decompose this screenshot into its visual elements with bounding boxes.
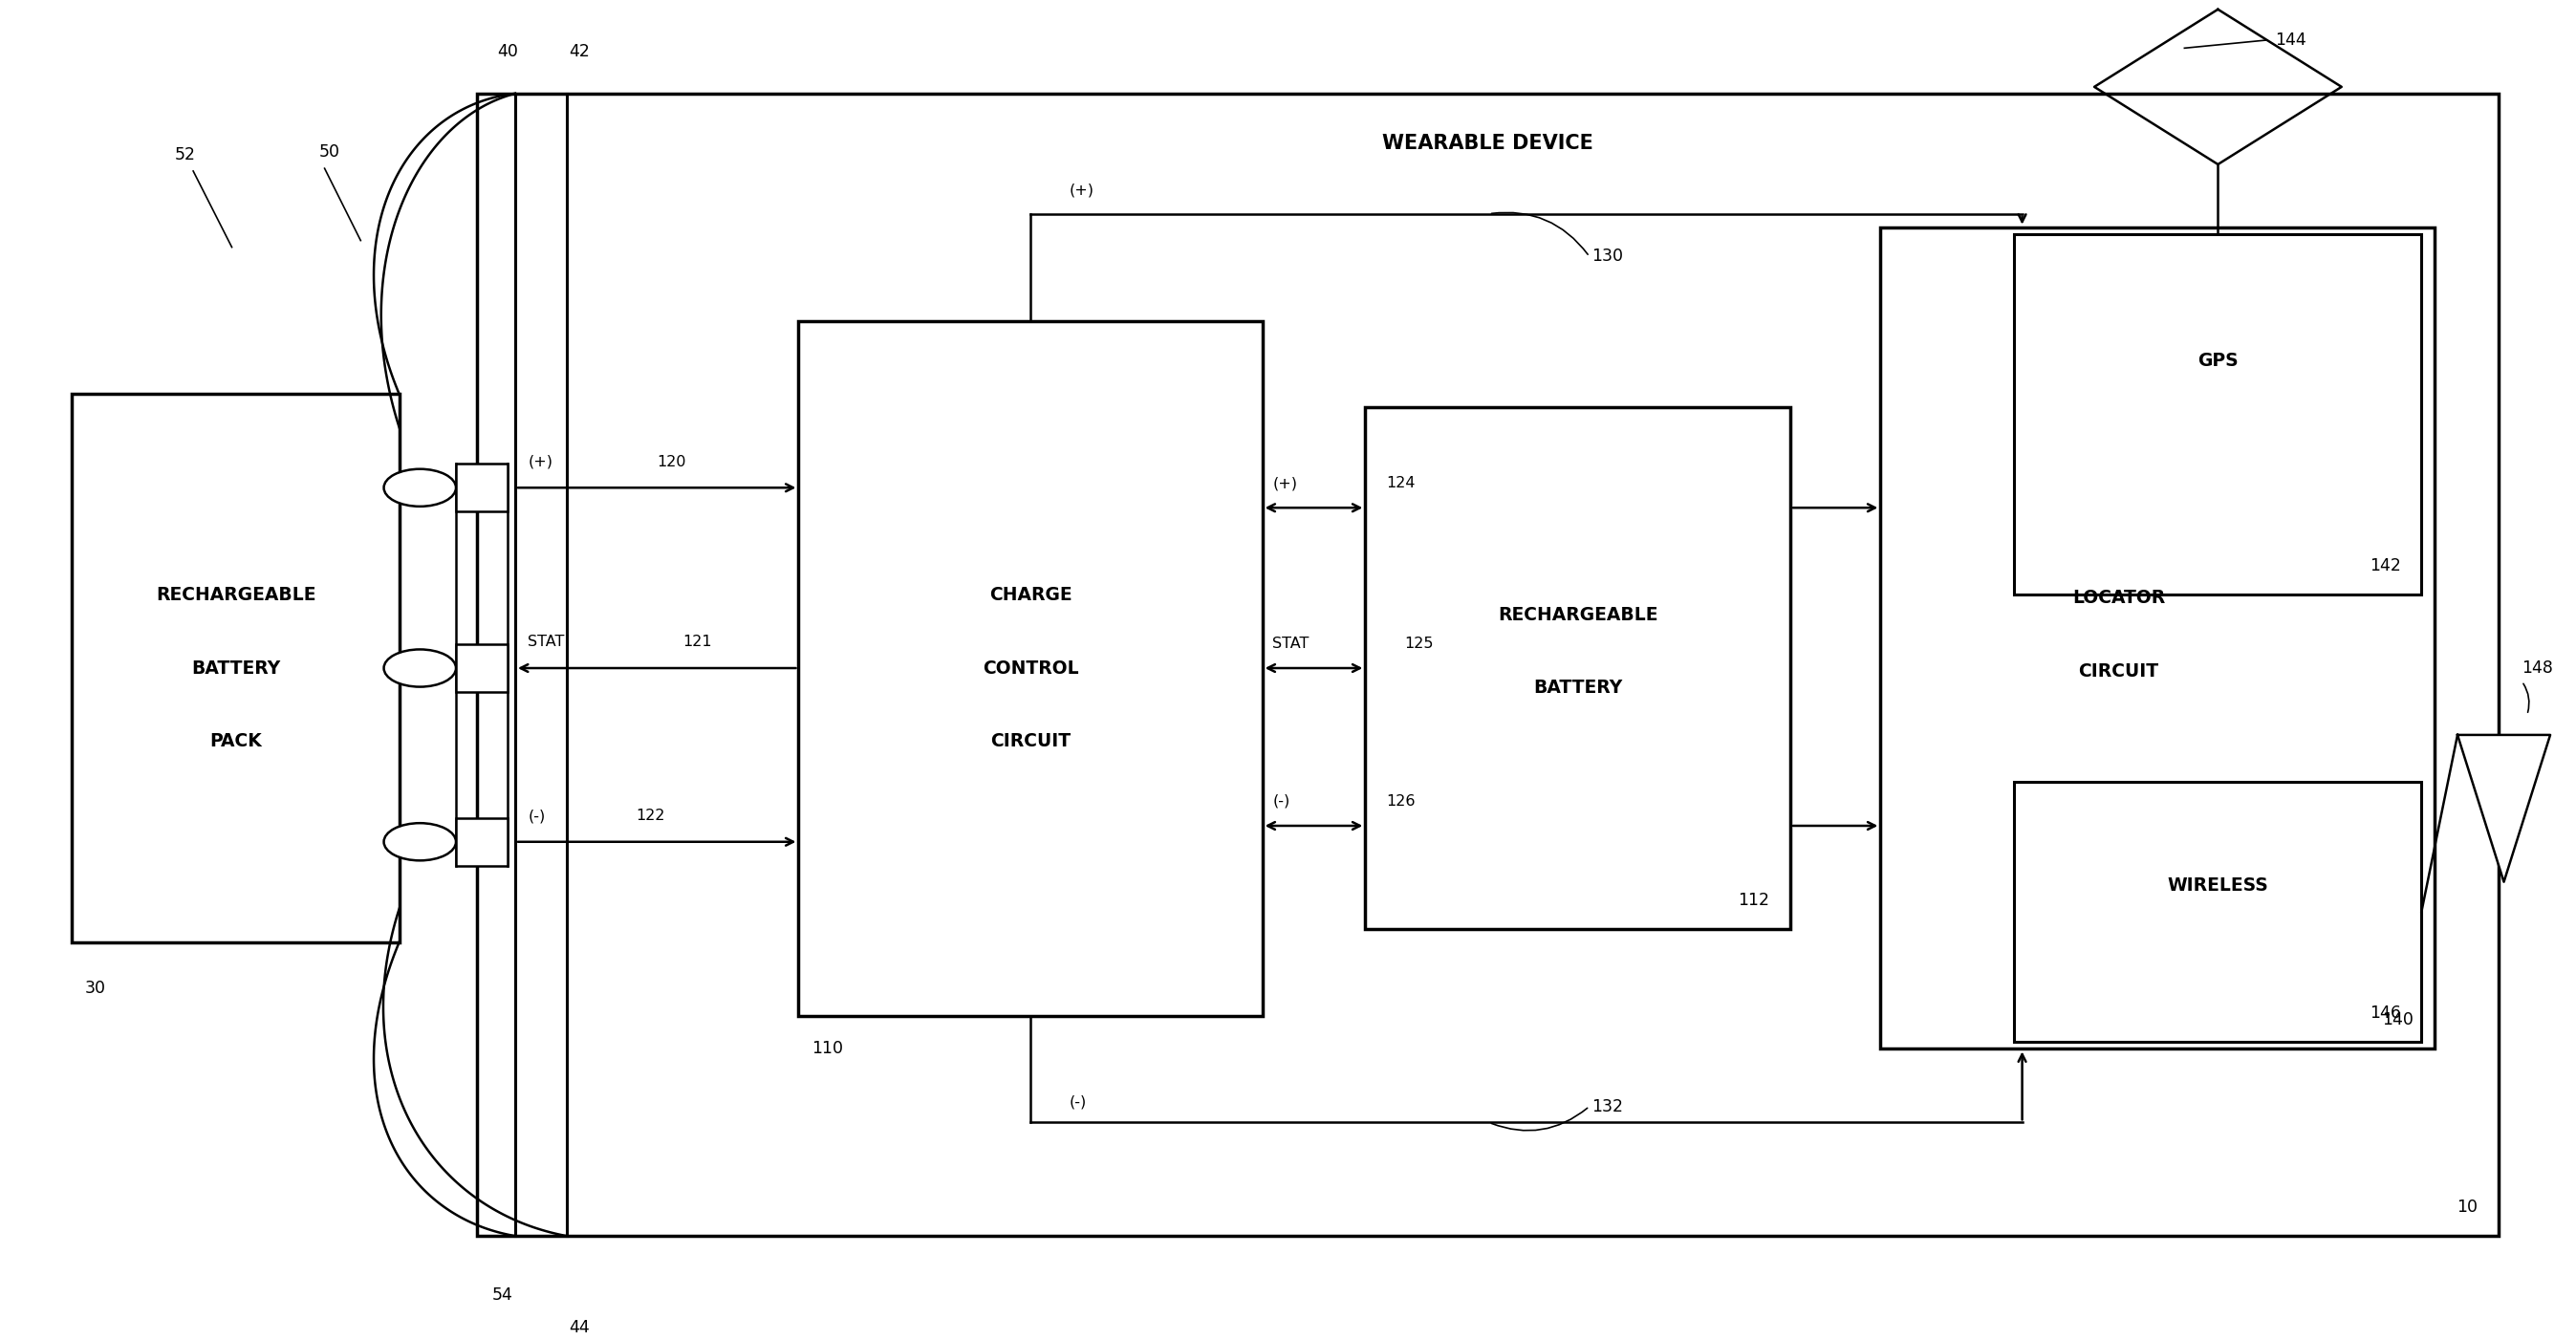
Polygon shape bbox=[2458, 734, 2550, 882]
Text: STAT: STAT bbox=[1273, 636, 1309, 651]
Text: 54: 54 bbox=[492, 1286, 513, 1304]
Text: 144: 144 bbox=[2275, 31, 2306, 48]
Text: 122: 122 bbox=[636, 809, 665, 823]
Text: BATTERY: BATTERY bbox=[191, 659, 281, 677]
Bar bbox=[456, 645, 507, 693]
Text: 42: 42 bbox=[569, 43, 590, 60]
Text: (-): (-) bbox=[528, 809, 546, 823]
Text: STAT: STAT bbox=[528, 635, 564, 650]
Text: 44: 44 bbox=[569, 1319, 590, 1336]
Circle shape bbox=[384, 469, 456, 507]
Text: WEARABLE DEVICE: WEARABLE DEVICE bbox=[1383, 134, 1592, 153]
Bar bbox=[477, 94, 2499, 1235]
Text: (+): (+) bbox=[528, 454, 554, 469]
Text: 124: 124 bbox=[1386, 476, 1414, 490]
Text: 121: 121 bbox=[683, 635, 711, 650]
Bar bbox=[456, 817, 507, 866]
Bar bbox=[1880, 228, 2434, 1049]
Circle shape bbox=[384, 823, 456, 860]
Text: 125: 125 bbox=[1404, 636, 1432, 651]
Bar bbox=[2014, 234, 2421, 595]
Text: 52: 52 bbox=[175, 146, 196, 163]
Text: 30: 30 bbox=[85, 980, 106, 997]
Text: 130: 130 bbox=[1592, 248, 1623, 265]
Bar bbox=[1365, 407, 1790, 929]
Text: 10: 10 bbox=[2458, 1199, 2478, 1215]
Text: (+): (+) bbox=[1273, 476, 1298, 490]
Bar bbox=[72, 394, 399, 942]
Text: 112: 112 bbox=[1739, 891, 1770, 909]
Text: (-): (-) bbox=[1069, 1095, 1087, 1110]
Text: CHARGE: CHARGE bbox=[989, 586, 1072, 604]
Text: (-): (-) bbox=[1273, 795, 1291, 808]
Text: CIRCUIT: CIRCUIT bbox=[2079, 662, 2159, 681]
Text: (+): (+) bbox=[1069, 184, 1095, 198]
Circle shape bbox=[384, 650, 456, 687]
Text: CONTROL: CONTROL bbox=[981, 659, 1079, 677]
Text: 120: 120 bbox=[657, 454, 685, 469]
Text: 132: 132 bbox=[1592, 1097, 1623, 1115]
Text: CIRCUIT: CIRCUIT bbox=[989, 733, 1072, 750]
Text: 142: 142 bbox=[2370, 557, 2401, 575]
Text: PACK: PACK bbox=[209, 733, 263, 750]
Bar bbox=[456, 464, 507, 512]
Text: 110: 110 bbox=[811, 1040, 842, 1057]
Text: RECHARGEABLE: RECHARGEABLE bbox=[155, 586, 317, 604]
Text: 140: 140 bbox=[2383, 1012, 2414, 1029]
Text: GPS: GPS bbox=[2197, 351, 2239, 370]
Text: 148: 148 bbox=[2522, 659, 2553, 677]
Text: RECHARGEABLE: RECHARGEABLE bbox=[1497, 606, 1659, 623]
Text: WIRELESS: WIRELESS bbox=[2166, 876, 2269, 894]
Text: BATTERY: BATTERY bbox=[1533, 679, 1623, 697]
Text: 40: 40 bbox=[497, 43, 518, 60]
Bar bbox=[2014, 781, 2421, 1043]
Text: 146: 146 bbox=[2370, 1005, 2401, 1022]
Bar bbox=[799, 320, 1262, 1016]
Text: LOCATOR: LOCATOR bbox=[2071, 588, 2166, 607]
Text: 126: 126 bbox=[1386, 795, 1414, 808]
Text: 50: 50 bbox=[319, 143, 340, 161]
